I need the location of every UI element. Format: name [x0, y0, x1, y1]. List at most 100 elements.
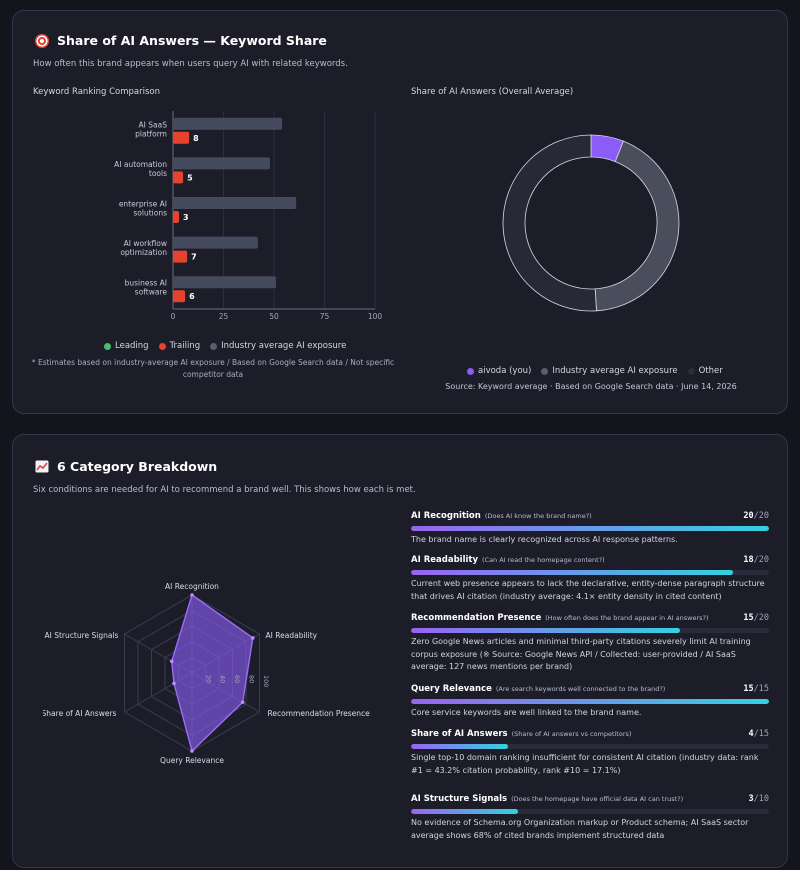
breakdown-header: 6 Category Breakdown [35, 459, 217, 474]
legend-trailing-label: Trailing [169, 341, 201, 351]
metric-name: AI Readability (Can AI read the homepage … [411, 555, 605, 565]
metric-score: 4/15 [749, 729, 769, 739]
metric-description: Current web presence appears to lack the… [411, 579, 765, 601]
category-label: software [135, 288, 168, 297]
donut-legend: aivoda (you) Industry average AI exposur… [467, 366, 723, 376]
metric-description: Core service keywords are well linked to… [411, 708, 642, 717]
share-section-subtitle: How often this brand appears when users … [33, 59, 348, 69]
metric-question: (Are search keywords well connected to t… [495, 685, 666, 693]
metric-title: AI Structure Signals [411, 794, 508, 804]
metric-header: Recommendation Presence (How often does t… [411, 613, 769, 626]
radar-point [190, 593, 194, 597]
bar-chart-legend: Leading Trailing Industry average AI exp… [104, 341, 346, 351]
legend-industry-label: Industry average AI exposure [221, 341, 347, 351]
category-radar-chart: 20 40 60 80 100 AI Recognition AI Readability R… [43, 582, 371, 765]
metric-question: (How often does the brand appear in AI a… [545, 614, 709, 622]
breakdown-title: 6 Category Breakdown [57, 459, 218, 474]
radar-tick-label: 60 [233, 675, 241, 683]
donut-legend-brand-label: aivoda (you) [478, 366, 532, 376]
metric-row: Share of AI Answers (Share of AI answers … [411, 729, 769, 777]
industry-bar [173, 157, 270, 170]
metric-description: The brand name is clearly recognized acr… [411, 535, 678, 544]
donut-legend-industry-label: Industry average AI exposure [552, 366, 678, 376]
share-of-ai-answers-card: Share of AI Answers — Keyword Share How … [12, 10, 788, 414]
donut-slice [594, 140, 680, 312]
metric-progress-track [411, 526, 769, 531]
metric-header: AI Recognition (Does AI know the brand na… [411, 511, 769, 524]
metric-title: Share of AI Answers [411, 729, 508, 739]
metric-name: Recommendation Presence (How often does t… [411, 613, 709, 623]
metric-header: Query Relevance (Are search keywords well… [411, 684, 769, 697]
metric-progress-fill [411, 809, 519, 814]
legend-trailing: Trailing [158, 341, 201, 351]
industry-bar [173, 117, 283, 130]
metric-score: 18/20 [743, 555, 769, 565]
legend-industry: Industry average AI exposure [210, 341, 346, 351]
radar-point [190, 749, 194, 753]
donut-chart-label: Share of AI Answers (Overall Average) [411, 87, 574, 97]
radar-point [250, 636, 255, 640]
trailing-value-label: 8 [193, 134, 199, 143]
metric-row: AI Recognition (Does AI know the brand na… [411, 511, 769, 547]
share-section-header: Share of AI Answers — Keyword Share [35, 33, 327, 48]
donut-legend-other-label: Other [698, 366, 723, 376]
category-label: tools [149, 169, 167, 178]
trailing-bar [173, 250, 188, 263]
trailing-value-label: 6 [189, 292, 195, 301]
metric-score-value: 18 [743, 555, 754, 565]
radar-point [169, 659, 174, 664]
donut-slice [502, 134, 597, 312]
metric-header: AI Structure Signals (Does the homepage h… [411, 794, 769, 807]
category-label: business AI [125, 279, 167, 288]
brand-dot-icon [467, 367, 474, 375]
category-label: solutions [133, 209, 167, 218]
metric-score-value: 20 [743, 511, 754, 521]
trailing-value-label: 3 [183, 213, 189, 222]
category-label: optimization [120, 248, 167, 257]
metric-title: Query Relevance [411, 684, 492, 694]
radar-tick-label: 40 [219, 675, 227, 683]
metric-score-value: 15 [743, 684, 754, 694]
metric-header: AI Readability (Can AI read the homepage … [411, 555, 769, 568]
metric-score-max: /15 [753, 684, 769, 694]
metric-score-max: /20 [753, 613, 769, 623]
metric-title: AI Readability [411, 555, 478, 565]
metric-progress-fill [411, 526, 769, 531]
radar-axis-label: Recommendation Presence [268, 709, 371, 718]
industry-bar [173, 197, 297, 209]
trailing-bar [173, 171, 184, 184]
donut-legend-industry: Industry average AI exposure [541, 366, 678, 376]
industry-bar [173, 236, 258, 249]
category-label: platform [135, 129, 167, 138]
category-label: AI workflow [124, 239, 167, 248]
metric-score-value: 3 [748, 794, 754, 804]
metric-progress-track [411, 628, 769, 633]
trailing-bar [173, 131, 190, 144]
category-breakdown-card: 6 Category Breakdown Six conditions are … [12, 434, 788, 868]
industry-dot-icon [210, 342, 218, 350]
industry-bar [173, 276, 277, 289]
donut-source: Source: Keyword average · Based on Googl… [445, 382, 737, 391]
radar-tick-label: 20 [204, 675, 212, 683]
breakdown-subtitle: Six conditions are needed for AI to reco… [33, 485, 416, 495]
target-icon [35, 33, 49, 48]
metric-description: Zero Google News articles and minimal th… [411, 637, 751, 671]
x-tick-label: 100 [368, 312, 383, 321]
metric-name: Query Relevance (Are search keywords well… [411, 684, 665, 694]
metric-progress-track [411, 809, 769, 814]
metric-name: Share of AI Answers (Share of AI answers … [411, 729, 631, 739]
metric-row: Query Relevance (Are search keywords well… [411, 684, 769, 720]
radar-axis-label: AI Recognition [165, 582, 219, 591]
radar-axis-label: AI Readability [266, 631, 318, 640]
metric-title: Recommendation Presence [411, 613, 542, 623]
radar-tick-label: 80 [247, 675, 255, 683]
x-tick-label: 0 [171, 312, 176, 321]
x-tick-label: 25 [219, 312, 229, 321]
metric-progress-track [411, 699, 769, 704]
metric-question: (Does AI know the brand name?) [484, 512, 592, 520]
metric-progress-fill [411, 699, 769, 704]
legend-leading-label: Leading [115, 341, 149, 351]
note-line-1: * Estimates based on industry-average AI… [31, 358, 395, 367]
metric-progress-track [411, 744, 769, 749]
